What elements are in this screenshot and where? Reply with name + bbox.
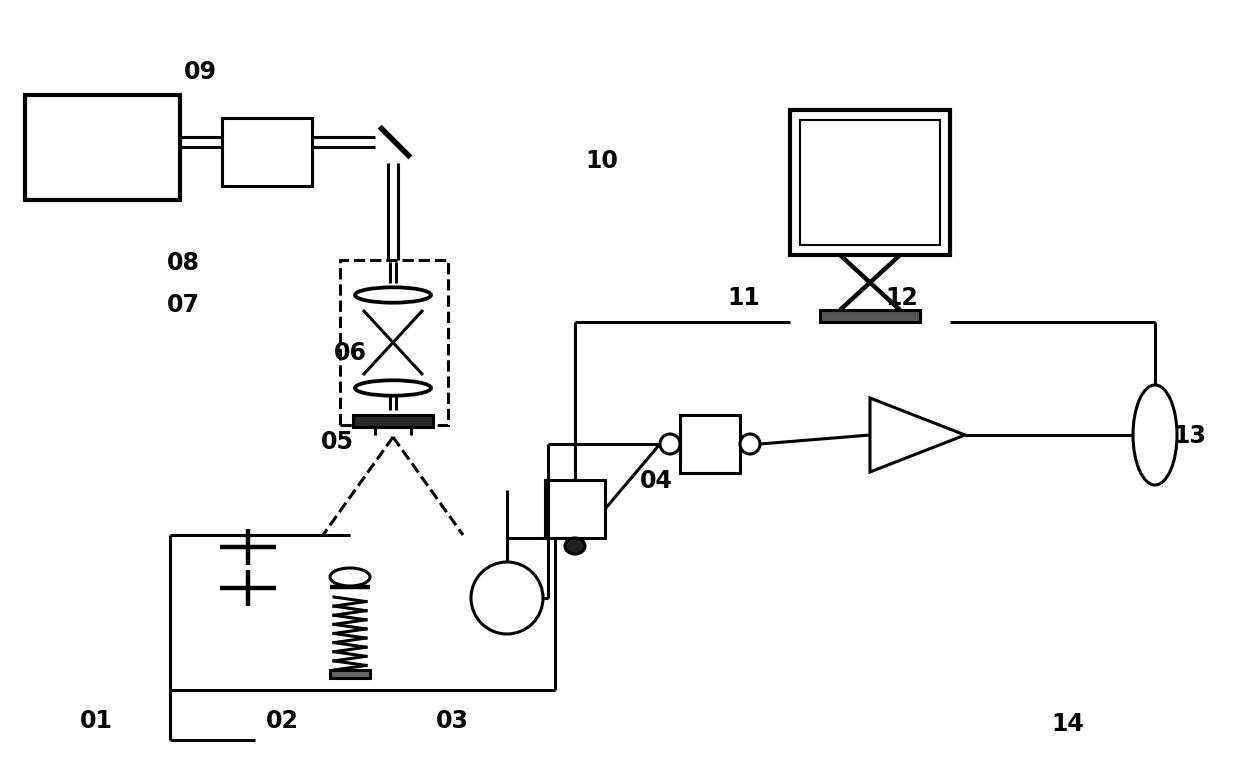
- Bar: [25, 95, 180, 200]
- Text: 06: 06: [335, 341, 367, 365]
- Ellipse shape: [660, 434, 680, 454]
- Text: 11: 11: [727, 287, 760, 310]
- Bar: [800, 120, 940, 245]
- Bar: [680, 415, 740, 473]
- Polygon shape: [870, 398, 965, 472]
- Ellipse shape: [1132, 385, 1177, 485]
- Text: 07: 07: [167, 294, 199, 317]
- Text: 05: 05: [321, 431, 353, 454]
- Bar: [330, 670, 370, 678]
- Ellipse shape: [356, 287, 431, 303]
- Text: 14: 14: [1052, 713, 1084, 736]
- Bar: [790, 110, 950, 255]
- Bar: [820, 310, 921, 322]
- Text: 03: 03: [436, 709, 468, 732]
- Bar: [339, 260, 449, 425]
- Text: 01: 01: [81, 709, 113, 732]
- Text: 10: 10: [586, 150, 618, 173]
- Ellipse shape: [356, 380, 431, 396]
- Ellipse shape: [330, 568, 370, 586]
- Ellipse shape: [565, 538, 585, 554]
- Text: 13: 13: [1173, 425, 1206, 448]
- Text: 09: 09: [185, 61, 217, 84]
- Circle shape: [471, 562, 543, 634]
- Text: 12: 12: [886, 287, 918, 310]
- Bar: [545, 480, 605, 538]
- Bar: [353, 415, 432, 427]
- Text: 08: 08: [167, 252, 199, 275]
- Bar: [222, 118, 312, 186]
- Text: 02: 02: [266, 709, 299, 732]
- Ellipse shape: [740, 434, 760, 454]
- Text: 04: 04: [641, 470, 673, 493]
